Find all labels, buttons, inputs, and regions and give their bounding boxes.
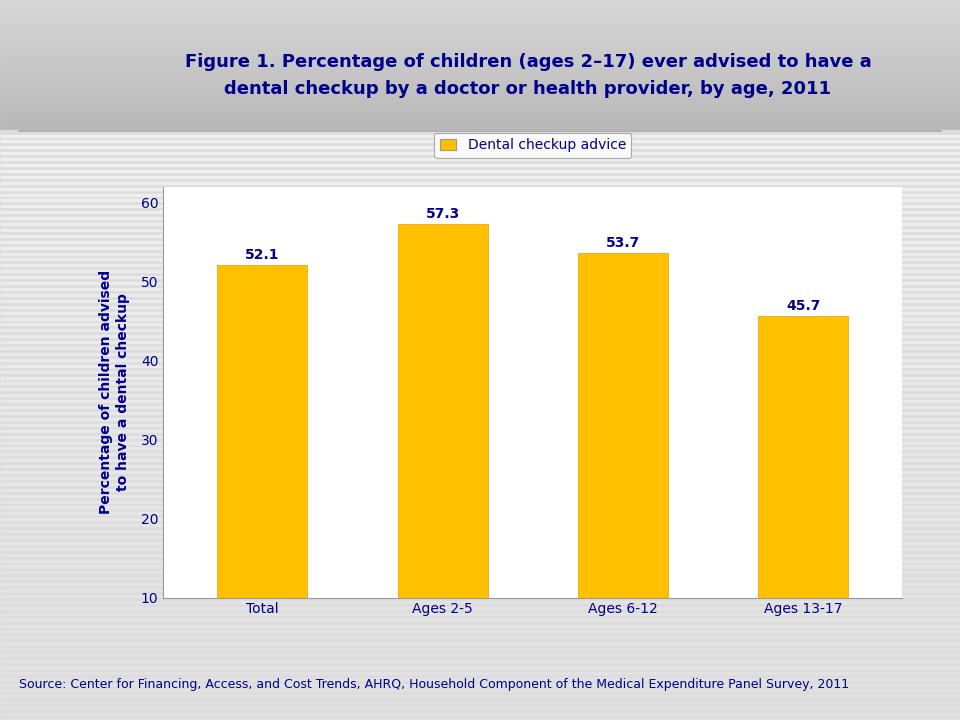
Bar [578,253,668,598]
Text: 52.1: 52.1 [245,248,279,262]
Text: 57.3: 57.3 [425,207,460,221]
Text: 45.7: 45.7 [786,299,821,312]
Bar [397,225,488,598]
Text: Figure 1. Percentage of children (ages 2–17) ever advised to have a
dental check: Figure 1. Percentage of children (ages 2… [184,53,872,98]
Y-axis label: Percentage of children advised
to have a dental checkup: Percentage of children advised to have a… [100,270,130,515]
Text: Source: Center for Financing, Access, and Cost Trends, AHRQ, Household Component: Source: Center for Financing, Access, an… [19,678,850,691]
Bar [758,316,849,598]
Legend: Dental checkup advice: Dental checkup advice [434,132,632,158]
Text: 53.7: 53.7 [606,235,640,250]
Bar [217,266,307,598]
